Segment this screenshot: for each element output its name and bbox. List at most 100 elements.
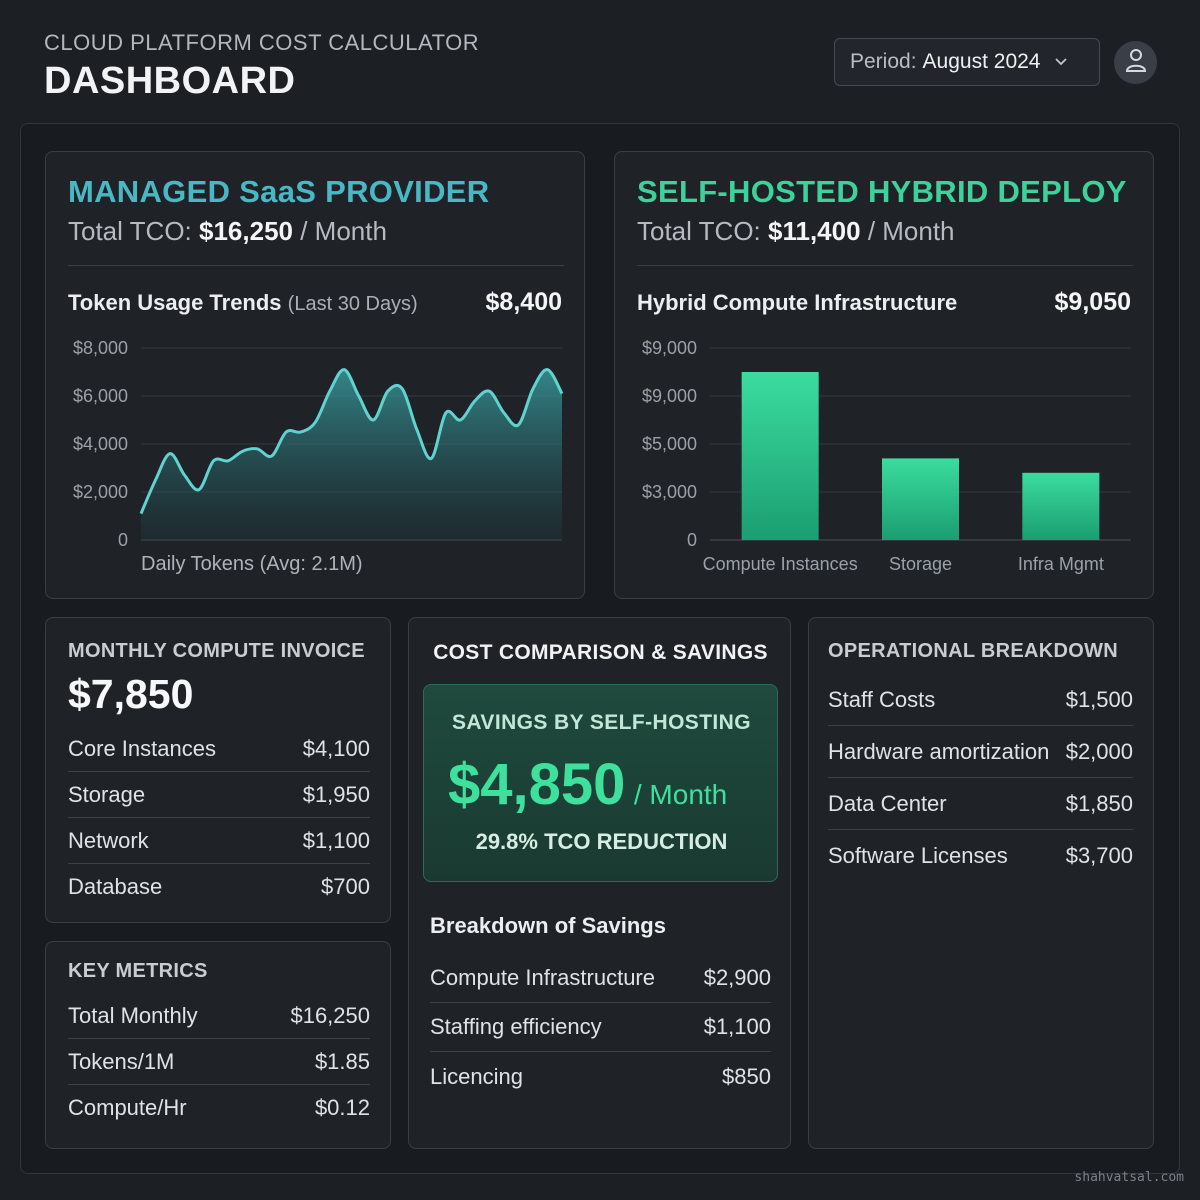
savings-highlight: SAVINGS BY SELF-HOSTING $4,850 / Month 2… [423, 684, 778, 882]
metric-row: Total Monthly $16,250 [68, 993, 370, 1039]
operational-breakdown-card: OPERATIONAL BREAKDOWN Staff Costs $1,500 … [808, 617, 1154, 1149]
row-label: Compute/Hr [68, 1095, 187, 1120]
invoice-total: $7,850 [68, 671, 194, 717]
bar-storage [882, 458, 959, 540]
row-label: Licencing [430, 1063, 523, 1089]
row-label: Tokens/1M [68, 1048, 175, 1074]
invoice-row: Core Instances $4,100 [68, 726, 370, 772]
row-value: $16,250 [290, 1002, 370, 1028]
row-label: Software Licenses [828, 843, 1008, 868]
compute-invoice-card: MONTHLY COMPUTE INVOICE $7,850 Core Inst… [45, 617, 391, 923]
watermark: shahvatsal.com [1074, 1170, 1184, 1185]
x-tick-label: Storage [889, 554, 952, 574]
token-usage-chart: $8,000 $6,000 $4,000 $2,000 0 [73, 338, 564, 550]
period-label: Period: [850, 50, 917, 73]
user-icon [1124, 47, 1148, 78]
savings-amount: $4,850 / Month [448, 751, 727, 818]
row-value: $1.85 [314, 1048, 370, 1074]
row-label: Total Monthly [68, 1002, 198, 1028]
row-value: $4,100 [302, 735, 370, 761]
metric-row: Tokens/1M $1.85 [68, 1039, 370, 1085]
period-select[interactable]: Period: August 2024 [834, 38, 1100, 86]
hybrid-compute-chart: $9,000 $9,000 $5,000 $3,000 0 Compute Instan… [642, 338, 1131, 574]
row-label: Database [68, 874, 163, 899]
row-value: $1,950 [302, 781, 370, 807]
y-tick-label: 0 [687, 530, 697, 550]
operational-row: Hardware amortization $2,000 [828, 726, 1133, 778]
row-label: Network [68, 827, 149, 853]
y-tick-label: $9,000 [642, 338, 697, 358]
operational-row: Software Licenses $3,700 [828, 830, 1133, 882]
savings-unit: / Month [633, 779, 728, 810]
y-tick-label: $9,000 [642, 386, 697, 406]
invoice-list: Core Instances $4,100 Storage $1,950 Netwo… [68, 726, 370, 910]
hybrid-tco: Total TCO: $11,400 / Month [637, 216, 955, 247]
y-tick-label: $6,000 [73, 386, 128, 406]
row-value: $1,500 [1065, 686, 1133, 712]
page-title: DASHBOARD [44, 60, 296, 102]
row-label: Storage [68, 781, 146, 807]
divider [68, 265, 564, 266]
y-tick-label: $3,000 [642, 482, 697, 502]
y-tick-label: 0 [118, 530, 128, 550]
row-value: $700 [321, 874, 370, 899]
row-label: Data Center [828, 790, 947, 816]
app-name: CLOUD PLATFORM COST CALCULATOR [44, 30, 480, 55]
hybrid-chart-title: Hybrid Compute Infrastructure [637, 290, 958, 315]
row-value: $1,100 [302, 827, 370, 853]
x-tick-label: Compute Instances [703, 554, 858, 574]
token-chart-subtitle: (Last 30 Days) [287, 293, 418, 315]
invoice-row: Storage $1,950 [68, 772, 370, 818]
token-area-fill [141, 369, 562, 540]
saas-title: MANAGED SaaS PROVIDER [68, 174, 490, 209]
breakdown-title: Breakdown of Savings [430, 913, 666, 938]
saas-tco: Total TCO: $16,250 / Month [68, 216, 387, 247]
hybrid-chart-value: $9,050 [1054, 288, 1131, 316]
row-value: $0.12 [314, 1095, 370, 1120]
chevron-down-icon [1054, 54, 1068, 70]
row-value: $850 [722, 1063, 771, 1089]
y-tick-label: $8,000 [73, 338, 128, 358]
invoice-row: Database $700 [68, 864, 370, 910]
bar-compute-instances [741, 372, 819, 540]
comparison-title: COST COMPARISON & SAVINGS [433, 641, 768, 664]
cost-comparison-card: COST COMPARISON & SAVINGS SAVINGS BY SEL… [408, 617, 791, 1149]
savings-row: Staffing efficiency $1,100 [430, 1003, 771, 1052]
metric-row: Compute/Hr $0.12 [68, 1085, 370, 1131]
token-trend-line [139, 368, 564, 515]
operational-row: Data Center $1,850 [828, 778, 1133, 830]
operational-row: Staff Costs $1,500 [828, 674, 1133, 726]
y-tick-label: $4,000 [73, 434, 128, 454]
savings-breakdown-list: Compute Infrastructure $2,900 Staffing ef… [430, 954, 771, 1101]
savings-row: Licencing $850 [430, 1052, 771, 1101]
period-value: August 2024 [922, 50, 1041, 73]
key-metrics-card: KEY METRICS Total Monthly $16,250 Tokens/… [45, 941, 391, 1149]
row-label: Hardware amortization [828, 738, 1050, 764]
user-avatar-button[interactable] [1114, 41, 1157, 84]
saas-provider-card: MANAGED SaaS PROVIDER Total TCO: $16,250… [45, 151, 585, 599]
savings-label: SAVINGS BY SELF-HOSTING [452, 711, 751, 734]
operational-list: Staff Costs $1,500 Hardware amortization $… [828, 674, 1133, 882]
y-tick-label: $2,000 [73, 482, 128, 502]
bar-infra-mgmt [1022, 472, 1100, 540]
row-label: Staff Costs [828, 686, 936, 712]
hybrid-tco-unit: / Month [867, 216, 955, 246]
saas-tco-value: $16,250 [199, 216, 293, 246]
hybrid-title: SELF-HOSTED HYBRID DEPLOY [637, 174, 1127, 209]
tco-reduction: 29.8% TCO REDUCTION [475, 829, 728, 854]
hybrid-tco-label: Total TCO: [637, 216, 761, 246]
row-value: $3,700 [1065, 843, 1133, 868]
operational-title: OPERATIONAL BREAKDOWN [828, 640, 1119, 662]
invoice-title: MONTHLY COMPUTE INVOICE [68, 640, 365, 662]
savings-value: $4,850 [448, 752, 626, 817]
saas-tco-unit: / Month [300, 216, 387, 246]
y-tick-label: $5,000 [642, 434, 697, 454]
x-tick-label: Infra Mgmt [1018, 554, 1104, 574]
hybrid-deploy-card: SELF-HOSTED HYBRID DEPLOY Total TCO: $11… [614, 151, 1154, 599]
row-label: Staffing efficiency [430, 1014, 602, 1039]
metrics-list: Total Monthly $16,250 Tokens/1M $1.85 Comp… [68, 993, 370, 1131]
token-chart-caption: Daily Tokens (Avg: 2.1M) [141, 553, 363, 575]
divider [637, 265, 1133, 266]
invoice-row: Network $1,100 [68, 818, 370, 864]
token-chart-title-text: Token Usage Trends [68, 290, 282, 315]
